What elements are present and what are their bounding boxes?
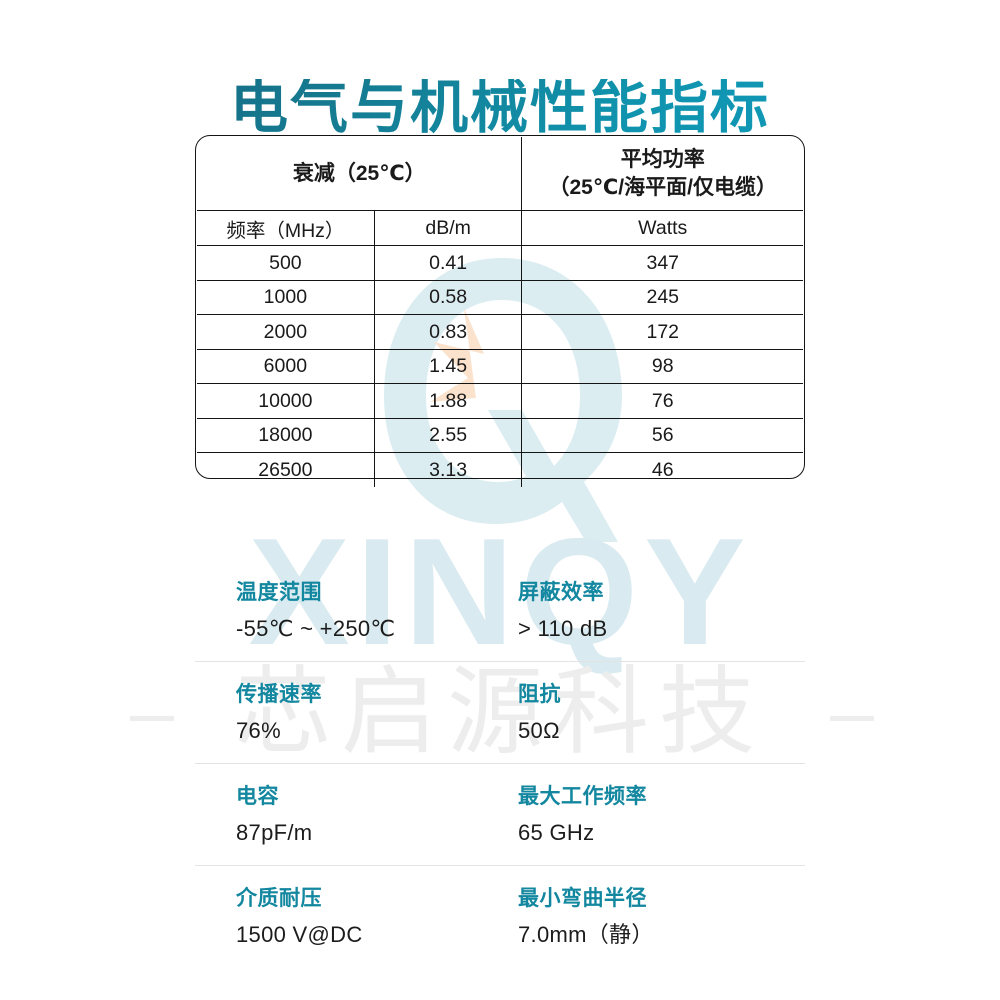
spec-row: 电容 87pF/m 最大工作频率 65 GHz: [195, 763, 805, 865]
cell-average-power: 98: [521, 348, 803, 385]
spec-value: 7.0mm（静）: [518, 922, 654, 948]
cell-frequency: 6000: [197, 348, 375, 385]
spec-label: 介质耐压: [236, 887, 322, 910]
attenuation-power-table: 衰减（25℃） 平均功率 （25℃/海平面/仅电缆） 频率（MHz） dB/m …: [196, 136, 804, 488]
cell-average-power: 347: [521, 245, 803, 281]
group-header-average-power-line1: 平均功率: [620, 148, 705, 171]
cell-frequency: 2000: [197, 314, 375, 350]
table-group-header-row: 衰减（25℃） 平均功率 （25℃/海平面/仅电缆）: [197, 136, 803, 212]
cell-attenuation: 1.88: [373, 383, 523, 419]
table-row: 2000 0.83 172: [197, 314, 803, 350]
cell-attenuation: 2.55: [373, 417, 523, 454]
spec-grid: 温度范围 -55℃ ~ +250℃ 屏蔽效率 > 110 dB 传播速率 76% 阻抗 50Ω…: [195, 560, 805, 967]
spec-value: 50Ω: [518, 718, 560, 744]
unit-header-frequency: 频率（MHz）: [197, 210, 375, 246]
group-header-attenuation: 衰减（25℃）: [197, 136, 523, 212]
spec-item: 温度范围 -55℃ ~ +250℃: [195, 560, 500, 661]
cell-frequency: 18000: [197, 417, 375, 454]
cell-average-power: 76: [521, 383, 803, 419]
spec-label: 阻抗: [518, 683, 561, 706]
table-row: 18000 2.55 56: [197, 417, 803, 454]
spec-item: 传播速率 76%: [195, 662, 500, 763]
cell-attenuation: 0.83: [373, 314, 523, 350]
spec-label: 最大工作频率: [518, 785, 647, 808]
spec-row: 介质耐压 1500 V@DC 最小弯曲半径 7.0mm（静）: [195, 865, 805, 967]
table-row: 26500 3.13 46: [197, 452, 803, 487]
cell-average-power: 56: [521, 417, 803, 454]
table-row: 1000 0.58 245: [197, 279, 803, 316]
spec-item: 阻抗 50Ω: [500, 662, 805, 763]
spec-item: 屏蔽效率 > 110 dB: [500, 560, 805, 661]
cell-average-power: 245: [521, 279, 803, 316]
cell-average-power: 46: [521, 452, 803, 487]
spec-item: 最小弯曲半径 7.0mm（静）: [500, 866, 805, 967]
cell-average-power: 172: [521, 314, 803, 350]
spec-value: 87pF/m: [236, 820, 313, 846]
unit-header-watts: Watts: [521, 210, 803, 246]
table-body: 500 0.41 347 1000 0.58 245 2000 0.83 172 6000 1.45…: [197, 245, 803, 487]
spec-item: 电容 87pF/m: [195, 764, 500, 865]
spec-label: 温度范围: [236, 581, 322, 604]
table: 衰减（25℃） 平均功率 （25℃/海平面/仅电缆） 频率（MHz） dB/m …: [196, 136, 804, 488]
spec-label: 传播速率: [236, 683, 322, 706]
spec-label: 屏蔽效率: [518, 581, 604, 604]
table-row: 500 0.41 347: [197, 245, 803, 281]
cell-attenuation: 0.41: [373, 245, 523, 281]
spec-item: 介质耐压 1500 V@DC: [195, 866, 500, 967]
cell-attenuation: 1.45: [373, 348, 523, 385]
spec-value: 76%: [236, 718, 281, 744]
spec-value: -55℃ ~ +250℃: [236, 616, 396, 642]
cell-frequency: 26500: [197, 452, 375, 487]
unit-header-db-per-m: dB/m: [373, 210, 523, 246]
page-title: 电气与机械性能指标: [0, 78, 1000, 137]
group-header-average-power: 平均功率 （25℃/海平面/仅电缆）: [521, 136, 803, 212]
cell-attenuation: 0.58: [373, 279, 523, 316]
spec-row: 温度范围 -55℃ ~ +250℃ 屏蔽效率 > 110 dB: [195, 560, 805, 661]
cell-frequency: 1000: [197, 279, 375, 316]
table-row: 10000 1.88 76: [197, 383, 803, 419]
spec-row: 传播速率 76% 阻抗 50Ω: [195, 661, 805, 763]
cell-frequency: 10000: [197, 383, 375, 419]
group-header-average-power-line2: （25℃/海平面/仅电缆）: [548, 175, 777, 199]
watermark-dash-left: [130, 716, 174, 721]
spec-value: 1500 V@DC: [236, 922, 363, 948]
table-row: 6000 1.45 98: [197, 348, 803, 385]
spec-item: 最大工作频率 65 GHz: [500, 764, 805, 865]
table-unit-header-row: 频率（MHz） dB/m Watts: [197, 210, 803, 246]
cell-attenuation: 3.13: [373, 452, 523, 487]
spec-value: 65 GHz: [518, 820, 595, 846]
watermark-dash-right: [830, 716, 874, 721]
spec-label: 最小弯曲半径: [518, 887, 647, 910]
spec-value: > 110 dB: [518, 616, 608, 642]
cell-frequency: 500: [197, 245, 375, 281]
spec-label: 电容: [236, 785, 279, 808]
